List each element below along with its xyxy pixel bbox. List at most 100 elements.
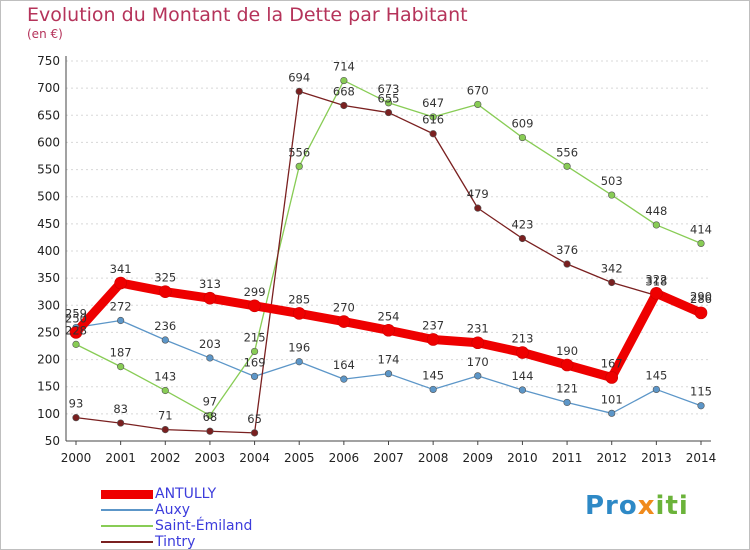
data-label-auxy-2002: 236 bbox=[154, 319, 176, 333]
data-label-saintmiland-2004: 215 bbox=[244, 330, 266, 344]
point-tintry-2002 bbox=[161, 426, 169, 434]
point-antully-2005 bbox=[292, 307, 306, 320]
data-label-auxy-2008: 145 bbox=[422, 368, 444, 382]
x-tick-label-2001: 2001 bbox=[105, 451, 136, 465]
x-tick-label-2006: 2006 bbox=[329, 451, 360, 465]
point-antully-2008 bbox=[426, 333, 440, 346]
point-tintry-2012 bbox=[608, 278, 616, 287]
data-label-tintry-2000: 93 bbox=[69, 397, 84, 411]
legend-label-auxy: Auxy bbox=[155, 502, 191, 518]
y-tick-label-550: 550 bbox=[37, 163, 60, 177]
point-tintry-2009 bbox=[474, 204, 482, 212]
point-auxy-2014 bbox=[697, 402, 705, 410]
point-tintry-2006 bbox=[340, 101, 348, 110]
legend-swatch-antully bbox=[101, 490, 153, 499]
point-auxy-2001 bbox=[117, 316, 125, 325]
data-label-antully-2003: 313 bbox=[199, 277, 221, 291]
point-antully-2011 bbox=[560, 358, 574, 372]
x-tick-label-2008: 2008 bbox=[418, 451, 449, 465]
x-tick-label-2003: 2003 bbox=[195, 451, 226, 465]
x-tick-label-2011: 2011 bbox=[552, 451, 583, 465]
data-label-antully-2000: 250 bbox=[65, 311, 87, 325]
logo-part-3: iti bbox=[655, 491, 689, 521]
proxiti-logo: Proxiti bbox=[585, 491, 689, 521]
data-label-tintry-2012: 342 bbox=[601, 261, 623, 275]
data-label-auxy-2011: 121 bbox=[556, 381, 578, 395]
point-auxy-2002 bbox=[161, 336, 169, 344]
data-label-antully-2001: 341 bbox=[110, 262, 132, 276]
point-antully-2002 bbox=[158, 285, 172, 299]
data-label-auxy-2007: 174 bbox=[378, 353, 400, 367]
data-label-saintmiland-2006: 714 bbox=[333, 60, 355, 74]
axes: 50 100 150 200 250 300 350 400 450 500 550 600 650 70… bbox=[37, 54, 716, 465]
data-label-antully-2008: 237 bbox=[422, 318, 444, 332]
point-saintmiland-2006 bbox=[340, 76, 348, 85]
point-saintmiland-2003 bbox=[206, 411, 214, 420]
logo-part-2: x bbox=[637, 491, 656, 521]
data-label-saintmiland-2013: 448 bbox=[645, 204, 667, 218]
y-tick-label-200: 200 bbox=[37, 353, 60, 367]
point-auxy-2010 bbox=[518, 386, 527, 394]
data-label-auxy-2012: 101 bbox=[601, 392, 623, 406]
data-labels: 259 272 236 203 169 196 164 174 145 170 144 121 101 1… bbox=[65, 60, 712, 426]
data-label-auxy-2006: 164 bbox=[333, 358, 355, 372]
point-tintry-2005 bbox=[295, 87, 303, 95]
point-auxy-2011 bbox=[563, 398, 571, 407]
data-label-antully-2004: 299 bbox=[244, 285, 266, 299]
data-label-antully-2009: 231 bbox=[467, 322, 489, 336]
point-saintmiland-2005 bbox=[295, 162, 303, 170]
y-tick-label-700: 700 bbox=[37, 81, 60, 95]
data-label-auxy-2004: 169 bbox=[244, 355, 266, 369]
point-antully-2007 bbox=[382, 323, 395, 337]
y-tick-label-300: 300 bbox=[37, 298, 60, 312]
series-points bbox=[69, 76, 708, 437]
point-saintmiland-2000 bbox=[72, 340, 80, 348]
data-label-saintmiland-2000: 228 bbox=[65, 323, 87, 337]
data-label-tintry-2003: 68 bbox=[203, 410, 218, 424]
data-label-tintry-2009: 479 bbox=[467, 187, 489, 201]
x-tick-label-2012: 2012 bbox=[596, 451, 627, 465]
data-label-auxy-2009: 170 bbox=[467, 355, 489, 369]
data-label-tintry-2007: 655 bbox=[378, 92, 400, 106]
point-saintmiland-2011 bbox=[563, 162, 571, 170]
data-label-tintry-2005: 694 bbox=[288, 70, 310, 84]
point-tintry-2004 bbox=[250, 429, 259, 437]
data-label-saintmiland-2011: 556 bbox=[556, 145, 578, 159]
data-label-auxy-2014: 115 bbox=[690, 385, 712, 399]
data-label-antully-2002: 325 bbox=[154, 271, 176, 285]
x-tick-label-2013: 2013 bbox=[641, 451, 672, 465]
data-label-saintmiland-2012: 503 bbox=[601, 174, 623, 188]
x-tick-label-2004: 2004 bbox=[239, 451, 270, 465]
point-tintry-2011 bbox=[563, 260, 571, 268]
logo-part-1: Pro bbox=[585, 491, 638, 521]
point-antully-2013 bbox=[650, 287, 663, 300]
point-tintry-2007 bbox=[384, 108, 393, 117]
point-saintmiland-2013 bbox=[652, 221, 660, 229]
point-antully-2004 bbox=[248, 299, 261, 313]
point-tintry-2003 bbox=[206, 427, 214, 435]
data-label-saintmiland-2008: 647 bbox=[422, 96, 444, 110]
data-label-tintry-2006: 668 bbox=[333, 85, 355, 99]
chart-subtitle: (en €) bbox=[27, 27, 63, 41]
data-label-saintmiland-2005: 556 bbox=[288, 145, 310, 159]
data-label-saintmiland-2009: 670 bbox=[467, 83, 489, 97]
y-tick-label-400: 400 bbox=[37, 244, 60, 258]
data-label-auxy-2001: 272 bbox=[110, 299, 132, 313]
legend-label-antully: ANTULLY bbox=[155, 486, 217, 502]
point-antully-2009 bbox=[471, 336, 485, 350]
point-auxy-2008 bbox=[429, 385, 437, 394]
data-label-antully-2012: 167 bbox=[601, 356, 623, 370]
point-auxy-2012 bbox=[608, 409, 616, 417]
point-antully-2014 bbox=[694, 306, 708, 320]
point-auxy-2004 bbox=[250, 372, 259, 381]
data-label-tintry-2004: 65 bbox=[247, 412, 262, 426]
point-antully-2010 bbox=[516, 346, 529, 359]
data-label-auxy-2005: 196 bbox=[288, 341, 310, 355]
point-saintmiland-2002 bbox=[161, 386, 169, 395]
legend-swatch-auxy bbox=[101, 509, 153, 511]
point-auxy-2005 bbox=[295, 358, 303, 366]
data-label-auxy-2010: 144 bbox=[511, 369, 533, 383]
y-tick-label-500: 500 bbox=[37, 190, 60, 204]
point-auxy-2007 bbox=[384, 370, 393, 378]
